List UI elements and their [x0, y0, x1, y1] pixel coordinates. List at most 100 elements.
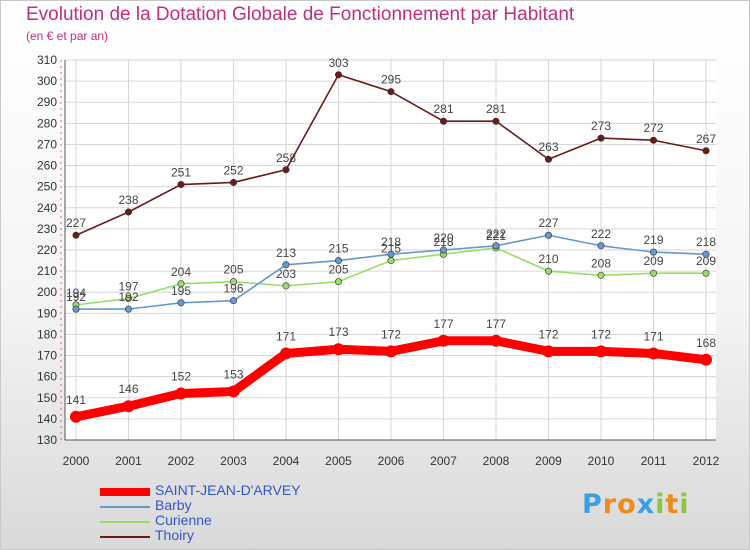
x-tick-label: 2010: [588, 454, 615, 468]
y-tick-label: 240: [37, 201, 57, 215]
data-label: 194: [66, 286, 86, 300]
data-point: [334, 278, 342, 286]
data-label: 273: [591, 119, 611, 133]
y-tick-label: 220: [37, 243, 57, 257]
data-label: 227: [66, 216, 86, 230]
data-label: 177: [433, 317, 453, 331]
data-label: 218: [433, 235, 453, 249]
data-label: 267: [696, 132, 716, 146]
data-point: [177, 299, 185, 307]
y-tick-label: 260: [37, 159, 57, 173]
data-point: [437, 334, 450, 347]
logo-letter: x: [636, 489, 656, 520]
data-point: [282, 166, 290, 174]
data-label: 210: [538, 252, 558, 266]
data-point: [702, 250, 710, 258]
x-tick-label: 2011: [641, 454, 667, 468]
data-point: [649, 248, 657, 256]
logo-letter: i: [655, 489, 666, 520]
x-tick-label: 2002: [168, 454, 195, 468]
data-point: [647, 347, 660, 360]
legend-label: SAINT-JEAN-D'ARVEY: [155, 482, 301, 498]
data-point: [332, 343, 345, 356]
y-tick-label: 310: [37, 53, 57, 67]
data-label: 281: [486, 102, 506, 116]
data-label: 227: [538, 216, 558, 230]
y-tick-label: 130: [37, 433, 57, 447]
data-label: 168: [696, 336, 716, 350]
data-point: [70, 410, 82, 423]
legend-label: Barby: [155, 497, 192, 513]
data-point: [702, 269, 710, 277]
x-tick-label: 2004: [273, 454, 300, 468]
data-point: [597, 242, 605, 250]
data-label: 171: [276, 329, 296, 343]
data-point: [72, 305, 80, 313]
data-label: 215: [381, 242, 401, 256]
data-point: [125, 208, 133, 216]
data-point: [227, 385, 240, 398]
logo-letter: r: [602, 489, 618, 520]
data-point: [282, 282, 290, 290]
logo-letter: t: [665, 489, 680, 520]
data-label: 222: [591, 227, 611, 241]
logo-letter: P: [582, 489, 603, 520]
data-label: 192: [66, 290, 86, 304]
data-label: 195: [171, 284, 191, 298]
data-point: [542, 345, 555, 358]
data-point: [490, 334, 502, 347]
legend-label: Thoiry: [155, 527, 194, 543]
data-label: 209: [643, 254, 663, 268]
y-tick-label: 280: [37, 116, 57, 130]
y-tick-label: 140: [37, 412, 57, 426]
data-label: 153: [223, 367, 243, 381]
data-label: 238: [118, 193, 138, 207]
data-point: [230, 297, 238, 305]
data-label: 152: [171, 370, 191, 384]
data-point: [334, 71, 342, 79]
y-tick-label: 180: [37, 327, 57, 341]
data-point: [595, 345, 607, 358]
y-tick-label: 200: [37, 285, 57, 299]
data-point: [597, 271, 605, 279]
data-point: [177, 181, 185, 189]
data-label: 258: [276, 151, 296, 165]
data-label: 196: [223, 282, 243, 296]
data-point: [544, 231, 552, 239]
data-point: [492, 242, 500, 250]
data-point: [125, 295, 133, 303]
data-label: 213: [276, 246, 296, 260]
data-point: [387, 257, 395, 265]
x-tick-label: 2008: [483, 454, 510, 468]
data-label: 203: [276, 267, 296, 281]
chart-title: Evolution de la Dotation Globale de Fonc…: [26, 4, 575, 25]
y-tick-label: 270: [37, 137, 57, 151]
legend-swatch: [100, 488, 150, 496]
data-label: 215: [328, 242, 348, 256]
data-label: 172: [381, 327, 401, 341]
y-tick-label: 290: [37, 95, 57, 109]
data-label: 172: [591, 327, 611, 341]
legend-swatch: [100, 506, 150, 508]
data-label: 172: [538, 327, 558, 341]
data-point: [702, 147, 710, 155]
data-point: [492, 117, 500, 125]
data-label: 251: [171, 166, 191, 180]
data-label: 173: [328, 325, 348, 339]
y-tick-label: 210: [37, 264, 57, 278]
data-label: 263: [538, 140, 558, 154]
y-tick-label: 250: [37, 180, 57, 194]
data-label: 295: [381, 73, 401, 87]
data-point: [385, 345, 397, 358]
data-point: [282, 261, 290, 269]
data-point: [334, 257, 342, 265]
data-label: 171: [643, 329, 663, 343]
data-label: 303: [328, 56, 348, 70]
data-label: 220: [433, 231, 453, 245]
data-point: [544, 267, 552, 275]
data-label: 221: [486, 229, 506, 243]
x-tick-label: 2007: [430, 454, 457, 468]
data-label: 218: [696, 235, 716, 249]
x-tick-label: 2000: [63, 454, 90, 468]
